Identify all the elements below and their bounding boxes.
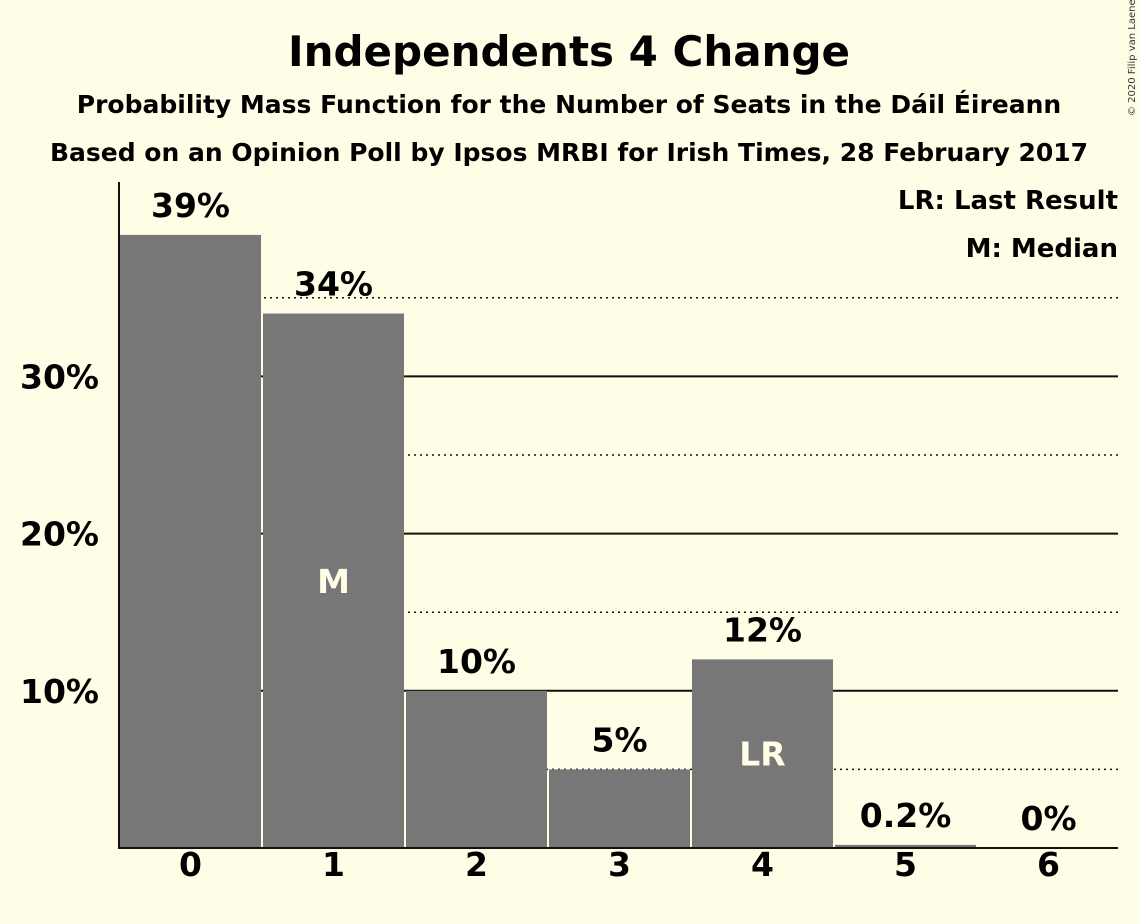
bar-value-label: 10% xyxy=(437,642,516,681)
chart-title: Independents 4 Change xyxy=(288,27,850,76)
bar xyxy=(120,234,261,849)
bar xyxy=(835,844,976,848)
bar xyxy=(406,690,547,848)
bar-value-label: 0.2% xyxy=(860,796,952,835)
bar xyxy=(263,313,404,848)
bar-value-label: 0% xyxy=(1020,799,1076,838)
bar-marker-label: M xyxy=(317,562,350,601)
x-tick-label: 0 xyxy=(179,845,202,884)
y-tick-label: 30% xyxy=(20,357,99,396)
copyright-text: © 2020 Filip van Laenen xyxy=(1127,0,1138,116)
x-tick-label: 5 xyxy=(894,845,917,884)
bar xyxy=(692,659,833,848)
x-tick-label: 1 xyxy=(322,845,345,884)
chart-subtitle-poll: Based on an Opinion Poll by Ipsos MRBI f… xyxy=(50,138,1088,167)
legend-median: M: Median xyxy=(966,234,1118,264)
legend-last-result: LR: Last Result xyxy=(898,186,1118,216)
y-tick-label: 10% xyxy=(20,672,99,711)
bar-value-label: 34% xyxy=(294,265,373,304)
bar-value-label: 5% xyxy=(591,720,647,759)
x-tick-label: 6 xyxy=(1037,845,1060,884)
bar-value-label: 12% xyxy=(723,610,802,649)
y-tick-label: 20% xyxy=(20,515,99,554)
chart-subtitle: Probability Mass Function for the Number… xyxy=(77,90,1061,119)
x-tick-label: 3 xyxy=(608,845,631,884)
bars: 39% 34% 10% 5% 12% 0.2% 0% M LR xyxy=(120,186,1077,849)
x-tick-label: 4 xyxy=(751,845,774,884)
bar-value-label: 39% xyxy=(151,186,230,225)
bar xyxy=(549,769,690,848)
axes: 10% 20% 30% 0 1 2 3 4 5 6 xyxy=(20,182,1118,884)
bar-marker-label: LR xyxy=(739,735,785,774)
x-tick-label: 2 xyxy=(465,845,488,884)
